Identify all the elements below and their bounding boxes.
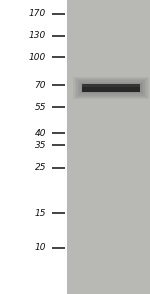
Text: 70: 70 (34, 81, 46, 89)
Text: 100: 100 (29, 53, 46, 61)
Bar (81, 83, 141, 93)
Text: 25: 25 (34, 163, 46, 173)
Text: 10: 10 (34, 243, 46, 253)
Bar (79, 82, 143, 94)
Bar (82, 84, 140, 92)
Bar (73, 77, 149, 99)
Bar (75, 78, 147, 98)
Text: 130: 130 (29, 31, 46, 41)
Bar (78, 80, 144, 96)
Text: 170: 170 (29, 9, 46, 19)
Bar (82, 84, 140, 87)
Bar (76, 79, 146, 97)
Bar (67, 0, 150, 294)
Text: 15: 15 (34, 208, 46, 218)
Text: 55: 55 (34, 103, 46, 111)
Text: 40: 40 (34, 128, 46, 138)
Text: 35: 35 (34, 141, 46, 150)
